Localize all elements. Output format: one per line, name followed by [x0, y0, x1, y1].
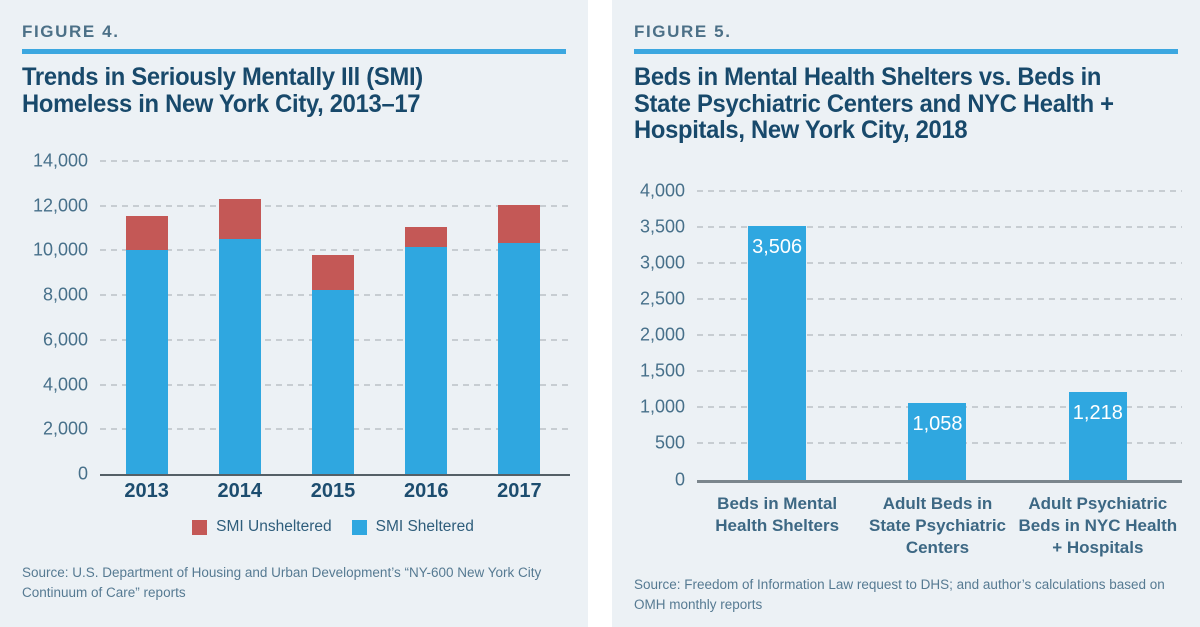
bar-segment-2017-smi-sheltered [498, 242, 541, 474]
figure4-x-axis-line [100, 474, 570, 476]
bar-segment-2014-smi-sheltered [218, 239, 261, 474]
bar-stack-2016 [405, 226, 448, 474]
figure5-chart: 4,000 3,500 3,000 2,500 2,000 1,500 1,000 500 0 … [634, 180, 1182, 489]
bar-adult-beds-in-state-psychiatric-centers: 1,058 [908, 403, 967, 480]
y-tick-label-4-000: 4,000 [42, 374, 88, 395]
figure5-panel: FIGURE 5. Beds in Mental Health Shelters… [612, 0, 1200, 627]
figure5-title: Beds in Mental Health Shelters vs. Beds … [634, 64, 1151, 144]
y-tick-label-12-000: 12,000 [32, 195, 88, 216]
figure5-plot-area: 3,506 1,058 1,218 [697, 189, 1182, 483]
legend-item-smi-sheltered: SMI Sheltered [351, 518, 474, 536]
bar-segment-2015-smi-sheltered [311, 289, 354, 474]
x-category-label-2015: 2015 [310, 480, 356, 502]
figure5-title-line1: Beds in Mental Health Shelters vs. Beds … [634, 63, 1102, 91]
figure4-title-line2: Homeless in New York City, 2013–17 [22, 89, 421, 118]
x-category-label-2013: 2013 [124, 480, 169, 502]
gridline-3-500 [697, 225, 1182, 228]
bar-segment-2015-smi-unsheltered [311, 254, 354, 290]
y-tick-label-6-000: 6,000 [42, 329, 88, 350]
bar-value-label-adult-beds-in-state-psychiatric-centers: 1,058 [912, 413, 963, 436]
figure5-label: FIGURE 5. [634, 22, 732, 41]
figure4-label: FIGURE 4. [22, 22, 120, 41]
bar-stack-2017 [498, 204, 541, 474]
bar-value-label-beds-in-mental-health-shelters: 3,506 [752, 236, 803, 259]
y-tick-label-1-000: 1,000 [639, 396, 685, 417]
figure4-legend: SMI Unsheltered SMI Sheltered [100, 518, 566, 536]
y-tick-label-2-000: 2,000 [639, 324, 685, 345]
bar-stack-2013 [125, 215, 168, 474]
y-tick-label-0: 0 [77, 463, 88, 484]
bar-segment-2013-smi-sheltered [125, 250, 168, 474]
y-tick-label-0: 0 [674, 469, 685, 489]
y-tick-label-4-000: 4,000 [639, 180, 685, 200]
bars-container [100, 161, 566, 474]
x-category-label-2017: 2017 [497, 480, 542, 502]
gridline-1-500 [697, 370, 1182, 373]
bar-segment-2017-smi-unsheltered [498, 204, 541, 243]
gridline-14-000 [100, 160, 570, 162]
bar-segment-2016-smi-sheltered [405, 247, 448, 474]
x-category-label-adult-psychiatric-beds-in-nyc-health-hospitals: Adult Psychiatric Beds in NYC Health + Hos… [1018, 493, 1178, 557]
y-tick-label-3-500: 3,500 [639, 216, 685, 237]
y-tick-label-2-500: 2,500 [639, 288, 685, 309]
gridline-3-000 [697, 261, 1182, 264]
figure5-x-axis-line [697, 479, 1182, 483]
figure5-title-line3: Hospitals, New York City, 2018 [634, 116, 968, 144]
x-category-label-beds-in-mental-health-shelters: Beds in Mental Health Shelters [715, 493, 840, 535]
legend-swatch-sheltered-icon [351, 519, 367, 535]
gridline-12-000 [100, 204, 570, 207]
y-tick-label-10-000: 10,000 [32, 239, 88, 260]
figure5-source: Source: Freedom of Information Law reque… [634, 576, 1165, 612]
bars-container: 3,506 1,058 1,218 [697, 191, 1178, 480]
gridline-2-000 [697, 334, 1182, 336]
bar-value-label-adult-psychiatric-beds-in-nyc-health-hospitals: 1,218 [1072, 401, 1123, 424]
y-tick-label-8-000: 8,000 [42, 284, 88, 305]
figure4-x-labels: 2013 2014 2015 2016 2017 [100, 480, 566, 503]
x-category-label-2016: 2016 [403, 480, 449, 502]
figure5-y-axis: 4,000 3,500 3,000 2,500 2,000 1,500 1,000 500 0 [634, 180, 697, 489]
x-category-label-adult-beds-in-state-psychiatric-centers: Adult Beds in State Psychiatric Centers [868, 493, 1006, 557]
figure4-accent-rule [22, 49, 566, 54]
panel-divider [588, 0, 612, 627]
bar-stack-2014 [218, 199, 261, 474]
bar-segment-2013-smi-unsheltered [125, 215, 168, 251]
figure4-chart: 14,000 12,000 10,000 8,000 6,000 4,000 2,000 0 [22, 151, 570, 484]
figure4-plot-area [100, 160, 570, 476]
bar-segment-2014-smi-unsheltered [218, 199, 261, 240]
y-tick-label-500: 500 [654, 432, 685, 453]
figure5-x-labels: Beds in Mental Health Shelters Adult Beds … [697, 493, 1178, 559]
figure4-panel: FIGURE 4. Trends in Seriously Mentally I… [0, 0, 588, 627]
legend-swatch-unsheltered-icon [192, 519, 208, 535]
y-tick-label-2-000: 2,000 [42, 418, 88, 439]
gridline-4-000 [697, 189, 1182, 192]
y-tick-label-14-000: 14,000 [32, 150, 88, 171]
bar-segment-2016-smi-unsheltered [405, 226, 448, 248]
y-tick-label-3-000: 3,000 [639, 252, 685, 273]
gridline-10-000 [100, 249, 570, 252]
figure4-source: Source: U.S. Department of Housing and U… [22, 564, 542, 600]
figure5-title-line2: State Psychiatric Centers and NYC Health… [634, 89, 1114, 118]
figure4-title: Trends in Seriously Mentally Ill (SMI) H… [22, 64, 539, 117]
bar-adult-psychiatric-beds-in-nyc-health-hospitals: 1,218 [1068, 391, 1127, 480]
bar-stack-2015 [311, 254, 354, 474]
legend-item-smi-unsheltered: SMI Unsheltered [192, 518, 332, 536]
x-category-label-2014: 2014 [217, 480, 263, 502]
legend-label-unsheltered: SMI Unsheltered [216, 518, 332, 535]
gridline-2-500 [697, 297, 1182, 300]
figure5-accent-rule [634, 49, 1178, 54]
figure4-y-axis: 14,000 12,000 10,000 8,000 6,000 4,000 2,000 0 [22, 151, 100, 484]
y-tick-label-1-500: 1,500 [639, 360, 685, 381]
legend-label-sheltered: SMI Sheltered [375, 518, 474, 535]
figure4-title-line1: Trends in Seriously Mentally Ill (SMI) [22, 63, 423, 91]
bar-beds-in-mental-health-shelters: 3,506 [748, 226, 807, 480]
